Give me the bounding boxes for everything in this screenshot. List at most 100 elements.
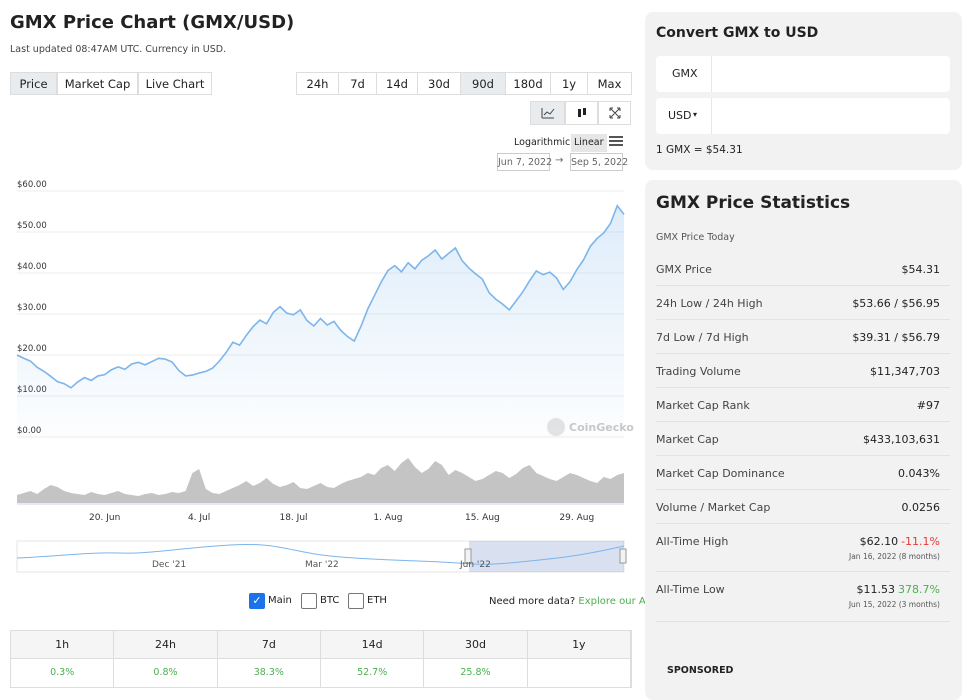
api-prompt: Need more data? Explore our API [489, 596, 655, 607]
stat-label: Market Cap Rank [656, 399, 750, 412]
price-area [17, 205, 624, 437]
stat-row: GMX Price $54.31 [656, 252, 950, 286]
change-header: 1y [527, 631, 631, 659]
navigator-handle[interactable] [619, 548, 627, 564]
change-header: 1h [11, 631, 115, 659]
caret: ▾ [693, 110, 698, 119]
to-label[interactable]: USD [668, 109, 692, 122]
navigator-line [16, 543, 625, 565]
chart: CoinGecko $0.00$10.00$20.00$30.00$40.00$… [16, 180, 634, 573]
stats-card [645, 180, 962, 700]
stat-value: #97 [916, 399, 940, 412]
range-button[interactable]: 90d [460, 72, 506, 95]
change-cell: 25.8% [424, 659, 528, 687]
api-prompt-text: Need more data? [489, 596, 576, 607]
stats-title: GMX Price Statistics [656, 193, 851, 213]
input-to[interactable]: USD ▾ [656, 98, 950, 134]
x-tick-label: 29. Aug [559, 513, 594, 523]
date-from[interactable]: Jun 7, 2022 [497, 153, 552, 171]
stat-change: -11.1% [901, 535, 940, 548]
x-tick-label: 1. Aug [373, 513, 402, 523]
subtitle: Last updated 08:47AM UTC. Currency in US… [10, 44, 227, 55]
changes-table: 1h 0.3% 24h 0.8% 7d 38.3% 14d 52.7% 30d 25.8% 1y [10, 630, 632, 688]
menu-icon[interactable] [609, 135, 623, 147]
change-cell: 52.7% [321, 659, 425, 687]
tab[interactable]: Price [10, 72, 57, 95]
sponsored: SPONSORED [667, 665, 734, 676]
y-tick-label: $50.00 [17, 221, 47, 231]
x-tick-label: 18. Jul [279, 513, 307, 523]
stat-label: 24h Low / 24h High [656, 297, 763, 310]
stat-label: Trading Volume [656, 365, 741, 378]
range-button[interactable]: 1y [550, 72, 588, 95]
scale-option[interactable]: Logarithmic [514, 137, 571, 148]
rate: 1 GMX = $54.31 [656, 144, 743, 156]
candle-icon[interactable] [565, 101, 598, 125]
navigator-selection[interactable] [469, 541, 624, 572]
converter-title: Convert GMX to USD [656, 25, 819, 41]
x-tick-label: 15. Aug [465, 513, 500, 523]
navigator-label: Mar '22 [305, 560, 339, 570]
stats-subtitle: GMX Price Today [656, 232, 735, 243]
stat-label: Volume / Market Cap [656, 501, 771, 514]
change-header: 14d [321, 631, 425, 659]
stat-label: All-Time High [656, 535, 729, 548]
stat-row: Volume / Market Cap 0.0256 [656, 490, 950, 524]
api-link[interactable]: Explore our API [578, 596, 655, 607]
stat-value-text: $11.53 [856, 583, 896, 596]
checkbox [301, 593, 317, 609]
scale-option[interactable]: Linear [571, 134, 607, 152]
change-cell [528, 659, 631, 687]
stat-value: $62.10 -11.1% [860, 535, 940, 548]
tab[interactable]: Market Cap [57, 72, 138, 95]
input-from[interactable]: GMX [656, 56, 950, 92]
stat-row: All-Time High $62.10 -11.1% Jan 16, 2022 (8… [656, 524, 950, 572]
fullscreen-icon[interactable] [598, 101, 631, 125]
stat-row: All-Time Low $11.53 378.7% Jun 15, 2022 (3 … [656, 572, 950, 622]
line-icon[interactable] [530, 101, 565, 125]
navigator-handle[interactable] [464, 548, 472, 564]
toggle-label: Main [268, 595, 292, 606]
navigator-label: Dec '21 [152, 560, 186, 570]
stat-row: 24h Low / 24h High $53.66 / $56.95 [656, 286, 950, 320]
volume-area [17, 458, 624, 503]
stat-change: 378.7% [898, 583, 940, 596]
stat-row: Trading Volume $11,347,703 [656, 354, 950, 388]
stat-label: GMX Price [656, 263, 712, 276]
y-tick-label: $20.00 [17, 344, 47, 354]
stat-value: $39.31 / $56.79 [852, 331, 940, 344]
change-header: 7d [217, 631, 321, 659]
stat-date: Jun 15, 2022 (3 months) [848, 600, 940, 609]
stat-date: Jan 16, 2022 (8 months) [849, 552, 940, 561]
range-button[interactable]: 180d [505, 72, 551, 95]
title: GMX Price Chart (GMX/USD) [10, 12, 295, 33]
stat-value: $54.31 [901, 263, 941, 276]
toggle-label: ETH [367, 595, 387, 606]
y-tick-label: $40.00 [17, 262, 47, 272]
tab[interactable]: Live Chart [138, 72, 212, 95]
range-button[interactable]: 24h [296, 72, 339, 95]
navigator-label: Jun '22 [459, 560, 491, 570]
stat-value: $11,347,703 [870, 365, 940, 378]
range-button[interactable]: 30d [417, 72, 461, 95]
stat-label: 7d Low / 7d High [656, 331, 749, 344]
stat-value-text: $62.10 [859, 535, 899, 548]
stat-value: $433,103,631 [863, 433, 940, 446]
stat-value: $53.66 / $56.95 [852, 297, 940, 310]
change-header: 30d [424, 631, 528, 659]
range-button[interactable]: 7d [338, 72, 377, 95]
divider [711, 56, 712, 92]
date-to[interactable]: Sep 5, 2022 [570, 153, 628, 171]
from-label: GMX [672, 67, 698, 80]
stat-row: Market Cap Rank #97 [656, 388, 950, 422]
price-line [16, 204, 625, 389]
x-tick-label: 20. Jun [89, 513, 120, 523]
stat-label: All-Time Low [656, 583, 725, 596]
checkbox [348, 593, 364, 609]
stat-value: $11.53 378.7% [857, 583, 940, 596]
range-button[interactable]: Max [587, 72, 632, 95]
range-button[interactable]: 14d [376, 72, 418, 95]
x-tick-label: 4. Jul [188, 513, 210, 523]
y-tick-label: $30.00 [17, 303, 47, 313]
